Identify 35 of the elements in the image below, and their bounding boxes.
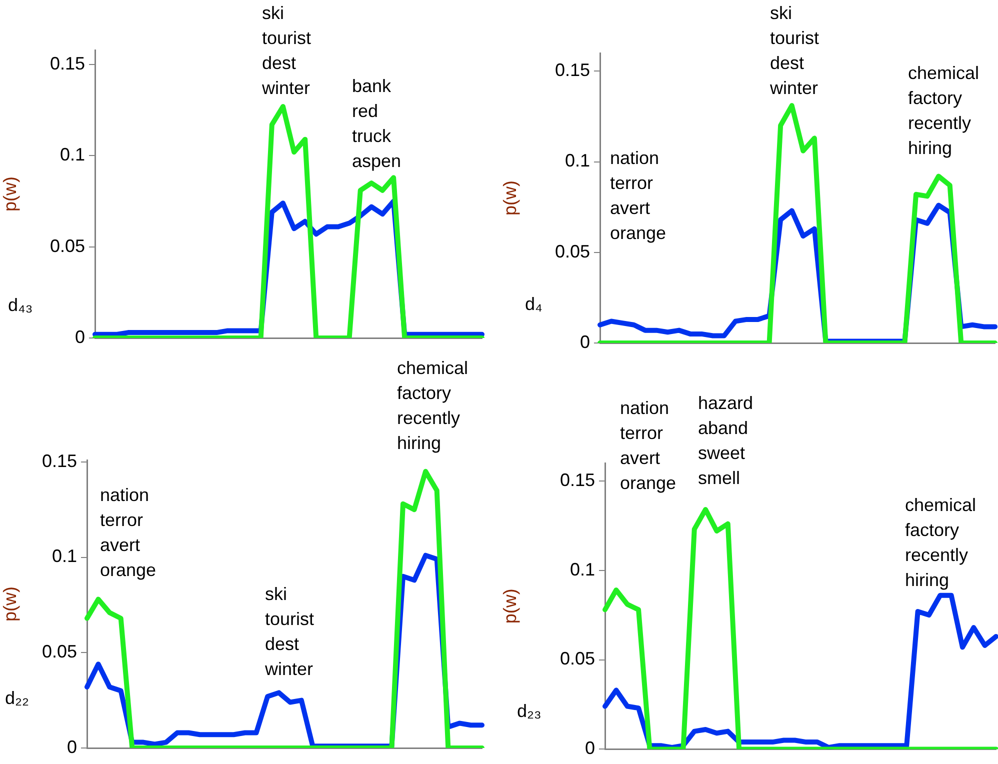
y-axis-title: p(w) [500,180,520,216]
y-tick-label: 0.15 [50,54,85,74]
y-tick-label: 0 [74,326,85,347]
annotation: ski tourist dest winter [264,584,314,679]
annotation: hazard aband sweet smell [698,392,754,488]
text: d₂₃ [517,700,542,721]
y-tick-label: 0.05 [554,241,590,262]
text: chemical factory recently hiring [397,358,468,453]
annotation: ski tourist dest winter [261,2,312,98]
y-tick-label: 0 [584,738,595,758]
annotation: ski tourist dest winter [769,2,820,98]
y-axis-title: p(w) [500,588,520,624]
y-tick-label: 0.1 [564,150,590,171]
y-tick-label: 0.15 [560,470,595,490]
y-tick-label: 0.05 [560,648,595,669]
y-tick-label: 0.05 [50,236,85,256]
text: d₄₃ [8,294,33,315]
y-tick-label: 0.05 [42,642,77,662]
annotation: bank red truck aspen [352,76,402,171]
y-axis-title: p(w) [0,176,20,212]
y-tick-label: 0.15 [42,450,77,471]
y-tick-label: 0.1 [52,546,77,566]
annotation: chemical factory recently hiring [908,62,980,158]
annotation: nation terror avert orange [610,148,666,243]
text: d₄ [525,294,542,314]
text: d₂₂ [5,688,29,708]
y-axis-title: p(w) [0,586,20,622]
y-tick-label: 0.1 [60,144,85,165]
y-tick-label: 0.15 [554,60,590,80]
y-tick-label: 0 [580,332,590,352]
annotation: chemical factory recently hiring [905,494,976,590]
annotation: nation terror avert orange [100,484,156,580]
y-tick-label: 0 [66,736,77,757]
annotation: nation terror avert orange [620,398,676,493]
y-tick-label: 0.1 [570,559,595,580]
